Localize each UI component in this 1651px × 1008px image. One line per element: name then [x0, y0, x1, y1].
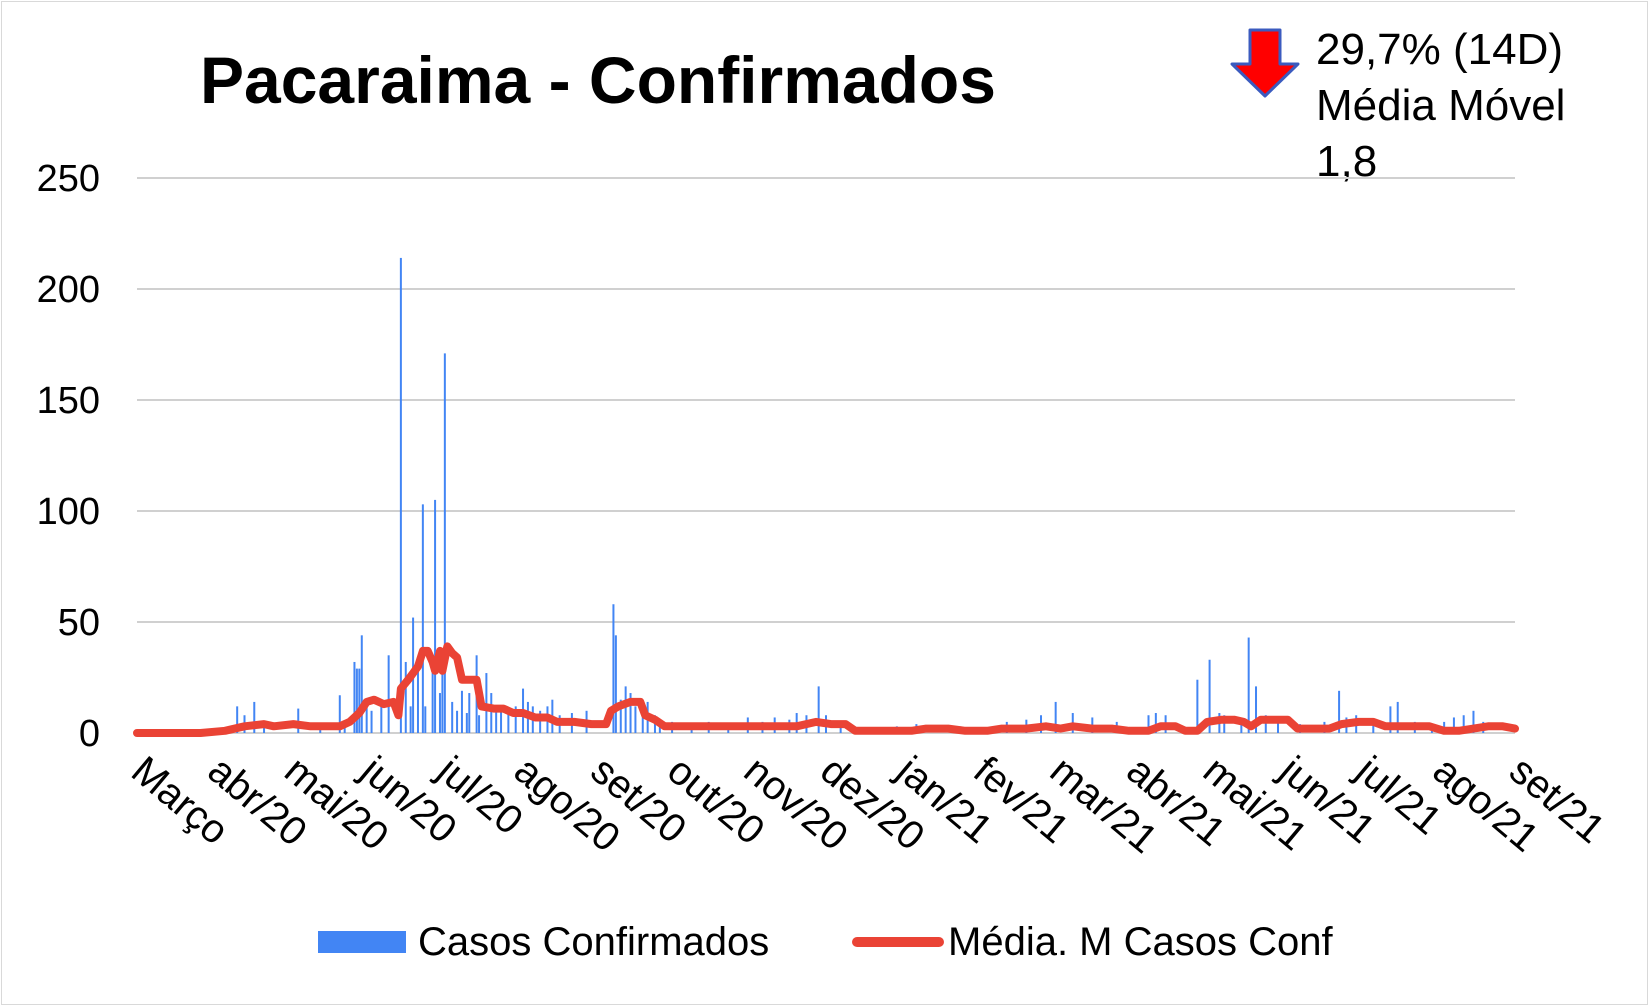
legend-swatch-bar: [318, 931, 406, 953]
bar: [434, 499, 437, 733]
bar: [1154, 713, 1157, 733]
y-tick-label: 150: [37, 380, 100, 422]
y-tick-label: 250: [37, 158, 100, 200]
y-tick-label: 0: [79, 713, 100, 755]
bar: [612, 604, 615, 733]
bar: [431, 661, 434, 733]
bar: [1255, 686, 1258, 733]
bar: [619, 699, 622, 733]
bar: [465, 713, 468, 733]
badge-change: 29,7% (14D): [1316, 25, 1564, 74]
down-arrow-icon: [1230, 28, 1300, 98]
bar: [370, 710, 373, 733]
bar: [468, 693, 471, 733]
bar: [1389, 706, 1392, 733]
bar: [424, 706, 427, 733]
bar: [1208, 659, 1211, 733]
bar: [380, 701, 383, 733]
moving-average-badge: 29,7% (14D) Média Móvel 1,8: [1228, 22, 1648, 192]
bar: [514, 706, 517, 733]
bar: [629, 693, 632, 733]
bar: [500, 710, 503, 733]
legend-label-media: Média. M Casos Conf: [948, 919, 1333, 964]
bar: [1472, 710, 1475, 733]
bar: [507, 710, 510, 733]
bar: [438, 693, 441, 733]
legend-item-media-movel: Média. M Casos Conf: [852, 912, 1333, 972]
bar: [360, 635, 363, 733]
bar: [490, 693, 493, 733]
bar: [1338, 690, 1341, 733]
bar: [387, 655, 390, 733]
legend-item-casos-confirmados: Casos Confirmados: [318, 912, 769, 972]
moving-average-line: [133, 642, 1519, 737]
bar: [416, 670, 419, 733]
bar: [478, 715, 481, 733]
bar: [421, 504, 424, 733]
bar: [355, 668, 358, 733]
bar: [614, 635, 617, 733]
bar: [443, 353, 446, 733]
line-media-movel: [133, 642, 1519, 737]
bar: [1372, 721, 1375, 733]
legend-swatch-line: [852, 937, 944, 947]
bar: [641, 710, 644, 733]
bar: [1396, 701, 1399, 733]
bar: [624, 686, 627, 733]
chart-title: Pacaraima - Confirmados: [200, 43, 996, 117]
badge-text: 29,7% (14D) Média Móvel 1,8: [1316, 22, 1565, 190]
bar: [1223, 715, 1226, 733]
bar: [1462, 715, 1465, 733]
bar: [1277, 717, 1280, 733]
bar: [539, 710, 542, 733]
grid-lines: [137, 177, 1515, 734]
bar: [338, 695, 341, 733]
bar: [1054, 701, 1057, 733]
bar: [485, 673, 488, 733]
bar: [1452, 717, 1455, 733]
y-tick-label: 100: [37, 491, 100, 533]
bar: [358, 668, 361, 733]
bar: [817, 686, 820, 733]
bar: [460, 690, 463, 733]
bar: [1247, 637, 1250, 733]
bar: [495, 706, 498, 733]
bar: [353, 661, 356, 733]
bar: [1196, 679, 1199, 733]
bar: [404, 661, 407, 733]
bar: [365, 706, 368, 733]
bar: [634, 706, 637, 733]
bar: [236, 706, 239, 733]
y-tick-label: 200: [37, 269, 100, 311]
x-axis-labels: Marçoabr/20mai/20jun/20jul/20ago/20set/2…: [123, 748, 1613, 862]
bar: [409, 706, 412, 733]
y-tick-label: 50: [58, 602, 100, 644]
bar: [456, 710, 459, 733]
legend-label-casos: Casos Confirmados: [418, 919, 770, 964]
legend: Casos Confirmados Média. M Casos Conf: [0, 912, 1651, 972]
bar: [451, 701, 454, 733]
badge-label: Média Móvel: [1316, 81, 1566, 130]
y-axis-labels: 250 200 150 100 50 0: [37, 158, 100, 755]
bar: [1240, 721, 1243, 733]
bar: [441, 666, 444, 733]
bar: [399, 257, 402, 733]
bar: [253, 701, 256, 733]
bar: [1264, 715, 1267, 733]
bar: [1147, 715, 1150, 733]
